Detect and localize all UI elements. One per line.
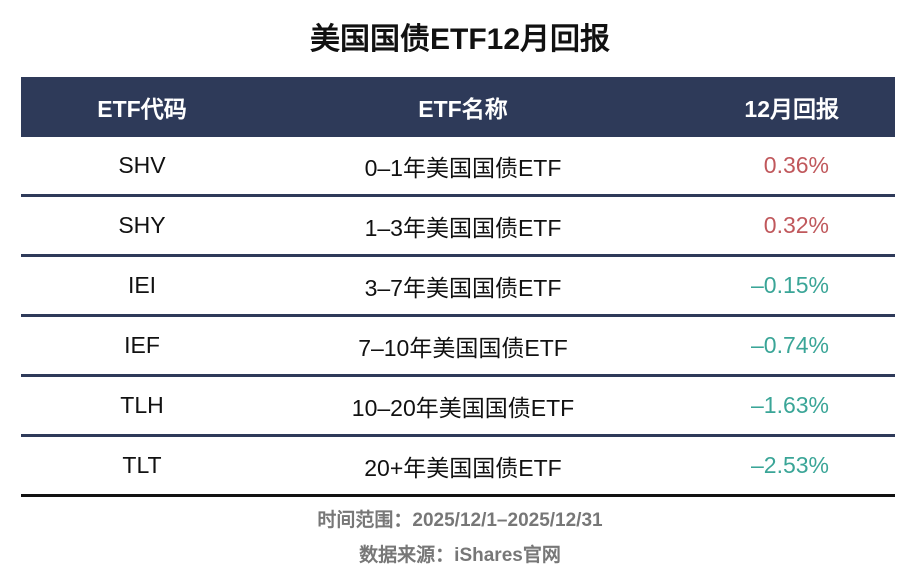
etf-code: TLT (122, 452, 162, 478)
etf-name: 1–3年美国国债ETF (364, 214, 562, 241)
etf-code: TLH (120, 392, 164, 418)
etf-name: 7–10年美国国债ETF (358, 334, 568, 361)
etf-return: –1.63% (750, 392, 829, 418)
etf-name: 3–7年美国国债ETF (364, 274, 562, 301)
table-row: SHV 0–1年美国国债ETF 0.36% (21, 137, 895, 197)
etf-name: 0–1年美国国债ETF (364, 154, 562, 181)
etf-code: SHY (118, 212, 166, 238)
etf-code: IEF (124, 332, 160, 358)
table-row: SHY 1–3年美国国债ETF 0.32% (21, 197, 895, 257)
etf-code: IEI (127, 272, 157, 298)
table-row: IEF 7–10年美国国债ETF –0.74% (21, 317, 895, 377)
etf-return: 0.32% (763, 212, 829, 238)
etf-name: 10–20年美国国债ETF (351, 394, 575, 421)
table-header: ETF代码 ETF名称 12月回报 (21, 77, 895, 137)
table-row: TLH 10–20年美国国债ETF –1.63% (21, 377, 895, 437)
column-header-return: 12月回报 (744, 96, 839, 122)
etf-return: –2.53% (750, 452, 829, 478)
column-header-name: ETF名称 (418, 96, 508, 122)
table-row: IEI 3–7年美国国债ETF –0.15% (21, 257, 895, 317)
etf-code: SHV (118, 152, 166, 178)
etf-return: 0.36% (763, 152, 829, 178)
table-row: TLT 20+年美国国债ETF –2.53% (21, 437, 895, 497)
etf-name: 20+年美国国债ETF (364, 454, 562, 481)
page-title: 美国国债ETF12月回报 (309, 23, 611, 56)
period-note: 时间范围：2025/12/1–2025/12/31 (317, 510, 603, 531)
returns-table: ETF代码 ETF名称 12月回报 SHV 0–1年美国国债ETF 0.36% SHY… (21, 77, 895, 497)
source-note: 数据来源：iShares官网 (359, 545, 561, 566)
etf-return: –0.74% (750, 332, 829, 358)
etf-return: –0.15% (750, 272, 829, 298)
column-header-code: ETF代码 (97, 96, 187, 122)
